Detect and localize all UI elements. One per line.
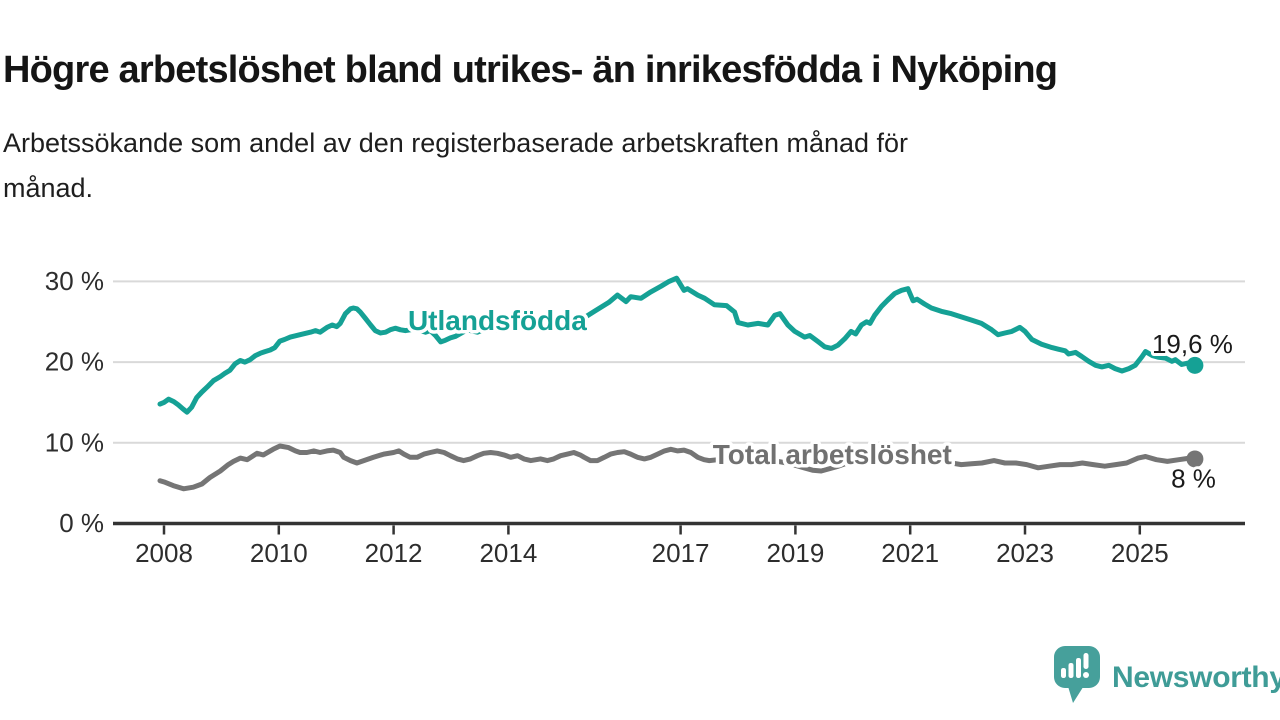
y-axis-label-30: 30 % [45,266,104,296]
series-label-utlandsfodda: Utlandsfödda [408,305,587,336]
bar-medium [1068,663,1074,678]
newsworthy-logo-icon [1054,646,1100,703]
series-line-utlandsfodda [157,275,1198,415]
exclamation-dot [1083,672,1089,678]
chart-subtitle: Arbetssökande som andel av den registerb… [3,121,1273,211]
end-value-label-utlandsfodda: 19,6 % [1152,329,1233,359]
series-label-total: Total arbetslöshet [713,439,952,470]
x-axis-label-2008: 2008 [135,538,193,568]
chart-title: Högre arbetslöshet bland utrikes- än inr… [3,49,1058,92]
newsworthy-logo[interactable]: Newsworthy [1051,644,1280,705]
x-axis-label-2014: 2014 [479,538,537,568]
newsworthy-logo-text: Newsworthy [1112,660,1280,694]
x-axis-label-2017: 2017 [652,538,710,568]
subtitle-line-1: Arbetssökande som andel av den registerb… [3,128,909,158]
y-axis-label-0: 0 % [59,508,104,538]
x-axis-label-2023: 2023 [996,538,1054,568]
subtitle-line-2: månad. [3,173,94,203]
series-end-dot-total [1186,450,1204,468]
x-axis-label-2012: 2012 [365,538,423,568]
series-end-dot-utlandsfodda [1186,356,1204,374]
end-value-label-total: 8 % [1171,463,1216,493]
bar-small [1061,668,1066,678]
bar-large [1076,658,1081,678]
x-axis-label-2019: 2019 [766,538,824,568]
y-axis-label-10: 10 % [45,427,104,457]
series-line-total [157,443,1198,492]
x-axis-label-2021: 2021 [881,538,939,568]
x-axis-label-2010: 2010 [250,538,308,568]
exclamation-bar [1083,653,1089,669]
x-axis-label-2025: 2025 [1111,538,1169,568]
y-axis-label-20: 20 % [45,347,104,377]
